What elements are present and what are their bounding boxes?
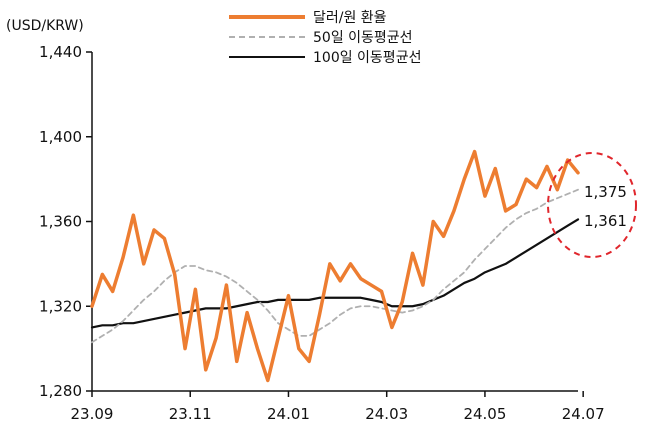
series-line-ma100 <box>90 218 580 329</box>
x-tick-label: 24.03 <box>365 405 408 423</box>
end-label-ma100: 1,361 <box>584 212 627 230</box>
y-tick-label: 1,440 <box>39 43 82 61</box>
series-line-ma50 <box>91 188 579 344</box>
x-tick-label: 23.11 <box>169 405 212 423</box>
legend: 달러/원 환율 50일 이동평균선 100일 이동평균선 <box>229 10 421 66</box>
legend-label-spot: 달러/원 환율 <box>313 10 387 26</box>
x-tick-label: 24.01 <box>267 405 310 423</box>
x-tick-label: 24.05 <box>463 405 506 423</box>
legend-label-ma50: 50일 이동평균선 <box>313 30 413 46</box>
series-layer <box>90 149 580 383</box>
y-tick-label: 1,320 <box>39 297 82 315</box>
highlight-circle <box>547 152 637 258</box>
end-label-ma50: 1,375 <box>584 183 627 201</box>
y-tick-label: 1,360 <box>39 213 82 231</box>
y-tick-label: 1,280 <box>39 382 82 400</box>
series-line-spot-rate <box>90 149 580 383</box>
unit-label: (USD/KRW) <box>6 18 84 34</box>
axes: 1,440 1,400 1,360 1,320 1,280 23.09 23.11 24.01… <box>39 43 605 423</box>
x-tick-label: 24.07 <box>562 405 605 423</box>
legend-label-ma100: 100일 이동평균선 <box>313 50 421 66</box>
y-tick-label: 1,400 <box>39 128 82 146</box>
x-tick-label: 23.09 <box>71 405 114 423</box>
